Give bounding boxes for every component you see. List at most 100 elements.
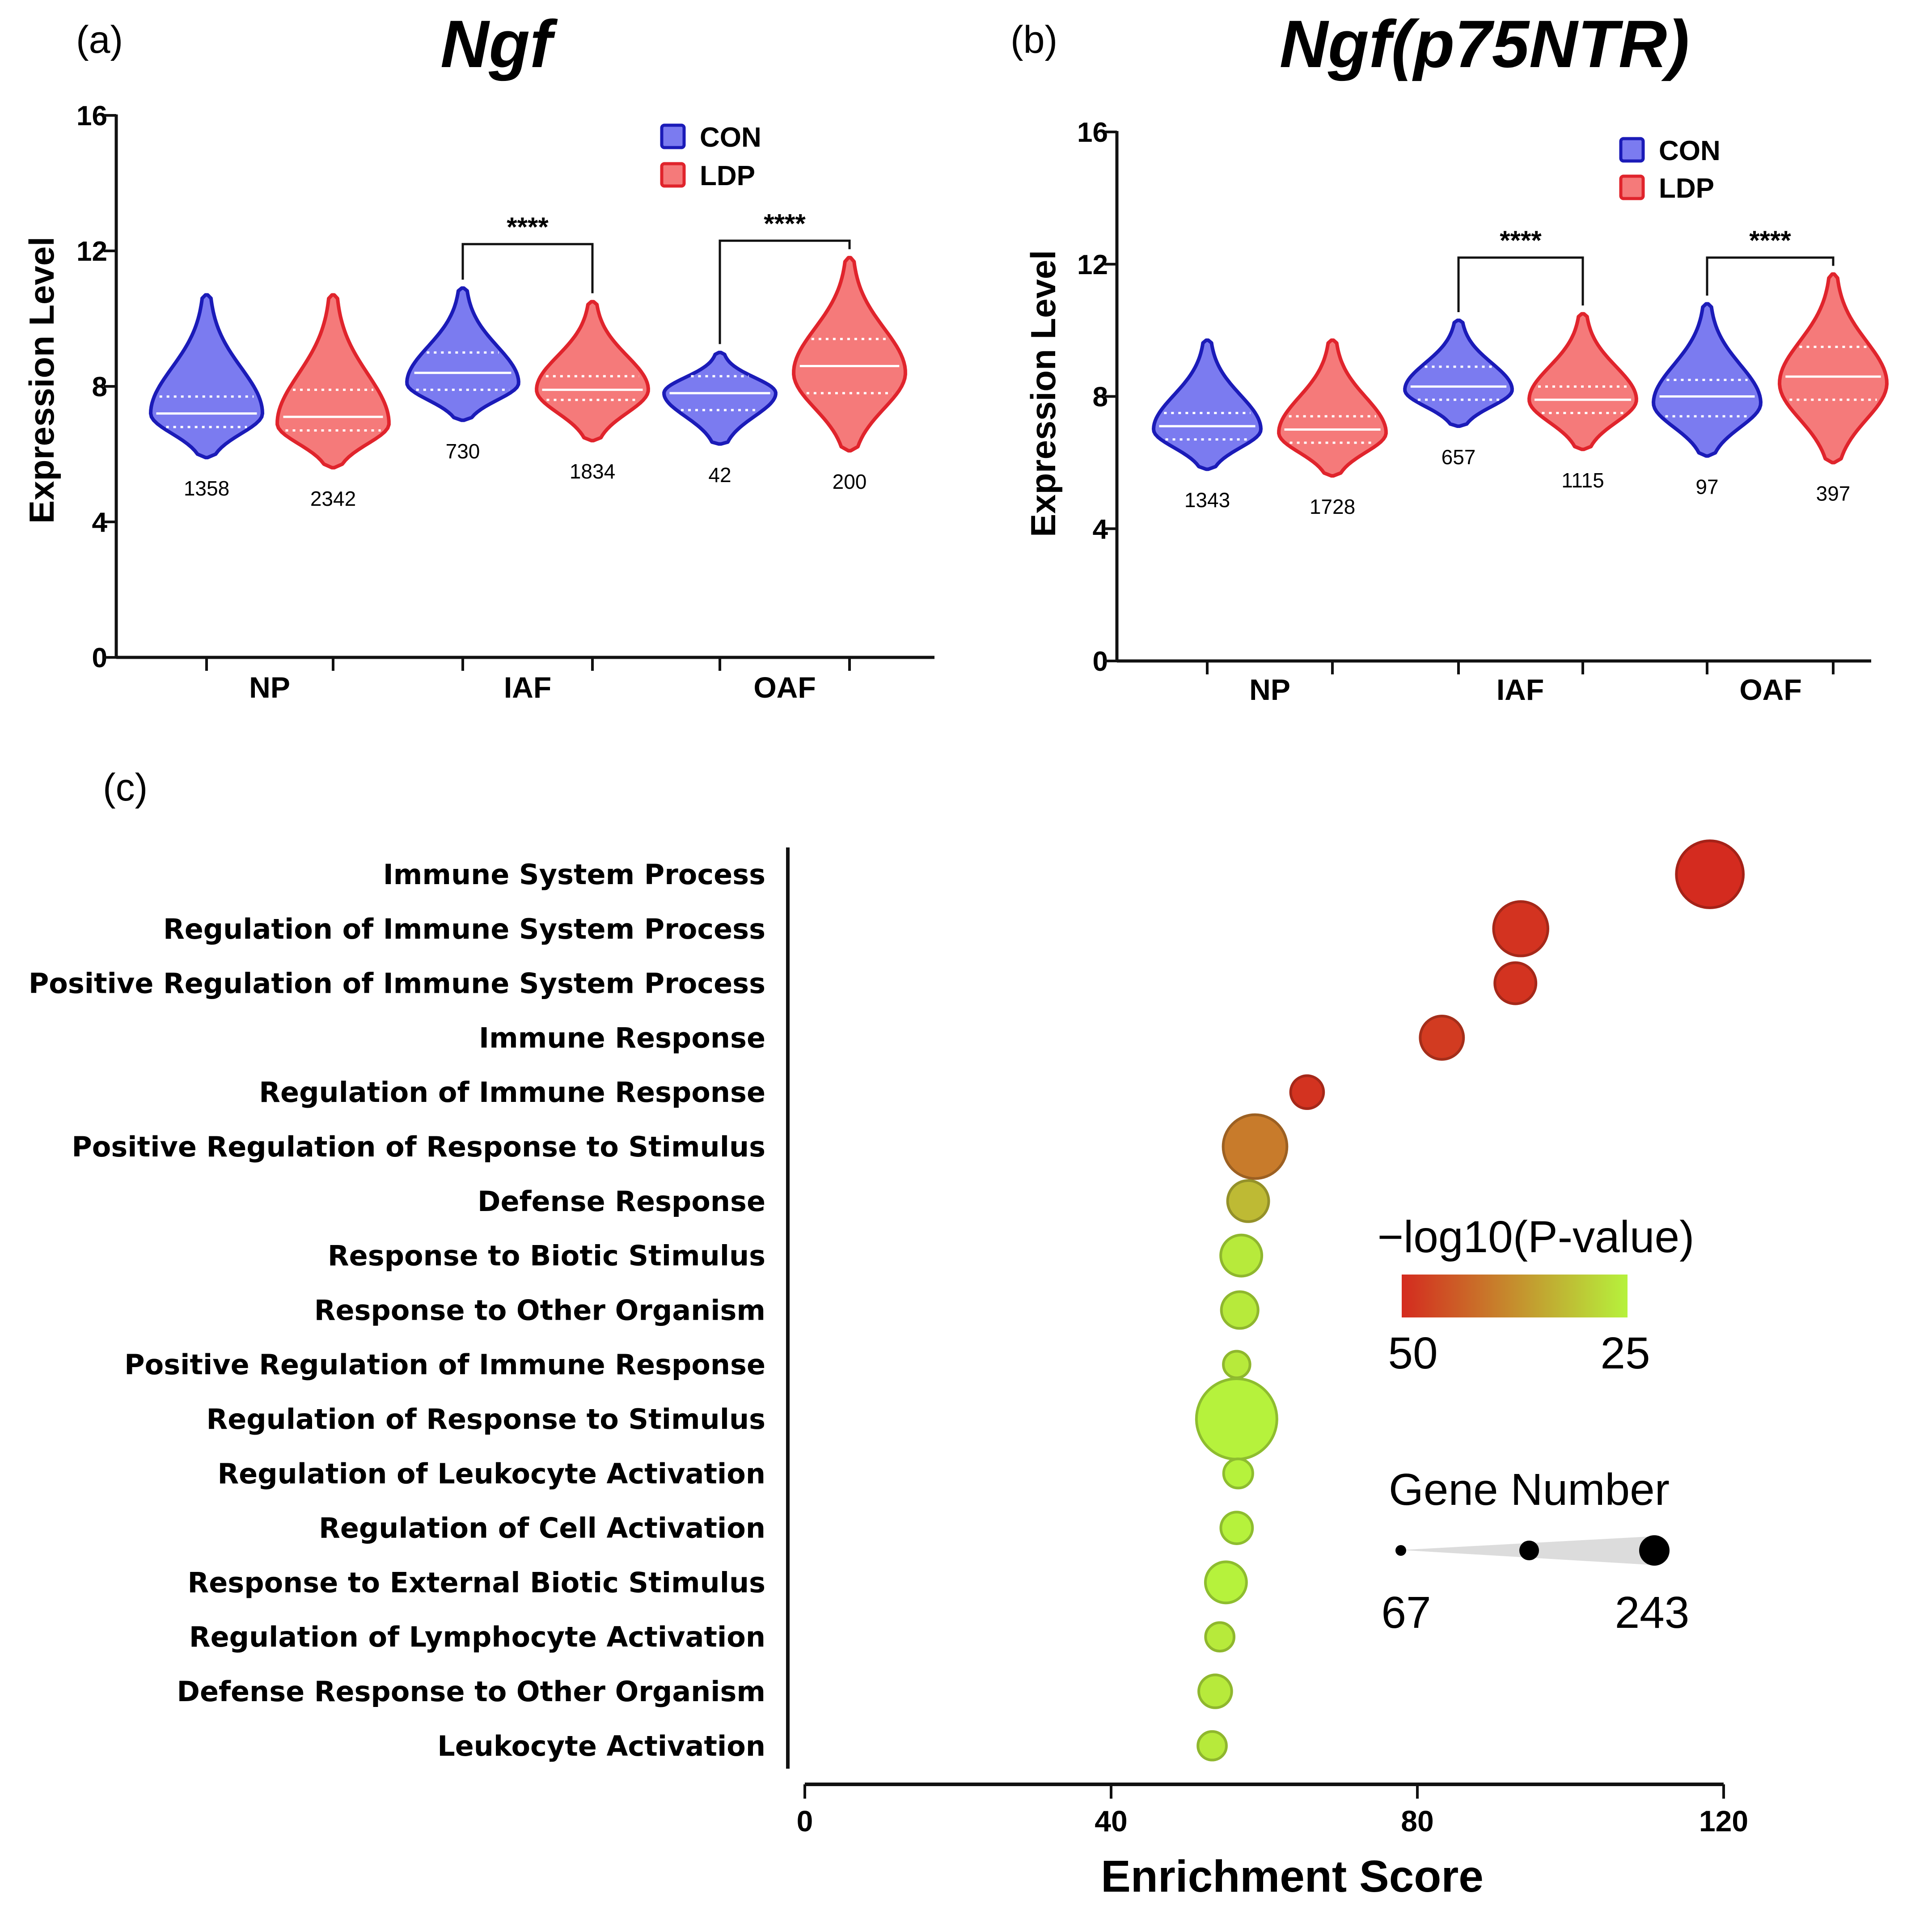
chart-b-group-labels: NP IAF OAF [1249,673,1802,706]
count-label: 42 [708,463,731,487]
term-label: Leukocyte Activation [437,1730,765,1762]
significance-label: **** [1749,225,1791,255]
bubble-point [1492,900,1549,957]
chart-a-significance: **** **** [507,208,806,242]
violin-np-ldp [1277,338,1388,478]
chart-a-group-labels: NP IAF OAF [249,671,816,704]
count-label: 2342 [310,487,356,510]
bubble-point [1204,1621,1236,1653]
x-tick-label: 80 [1401,1804,1433,1838]
term-label: Positive Regulation of Response to Stimu… [72,1131,765,1163]
bubble-point [1222,1113,1289,1180]
gene-number-legend: Gene Number 67 243 [1381,1465,1689,1638]
count-label: 397 [1816,482,1851,505]
bubble-point [1493,961,1538,1005]
term-label: Immune Response [479,1021,765,1054]
y-tick-label: 12 [76,236,107,267]
chart-a-title: Ngf [440,6,558,81]
bubble-point [1219,1511,1254,1545]
group-label: OAF [753,671,816,704]
bubble-point [1195,1377,1278,1461]
count-label: 1343 [1184,488,1230,512]
size-legend-dot-large [1639,1535,1670,1566]
pvalue-legend-low: 25 [1600,1328,1650,1378]
significance-bracket [1457,256,1584,312]
violin-np-con [149,293,264,460]
pvalue-legend-title: −log10(P-value) [1378,1212,1695,1262]
violin-iaf-con [1403,318,1514,428]
significance-bracket [461,243,594,293]
bubble-point [1219,1233,1264,1278]
chart-b-legend: CON LDP [1619,136,1721,204]
term-label: Defense Response to Other Organism [177,1675,765,1708]
legend-label-ldp: LDP [700,161,755,191]
y-tick-label: 16 [76,101,107,131]
term-label: Response to Biotic Stimulus [328,1240,765,1272]
count-label: 730 [446,440,480,463]
bubble-point [1419,1014,1465,1061]
pvalue-gradient-bar [1402,1275,1628,1317]
term-label: Regulation of Response to Stimulus [206,1403,765,1436]
group-label: NP [1249,673,1290,706]
x-tick-label: 0 [797,1804,813,1838]
count-label: 1834 [570,460,615,483]
gene-number-legend-min: 67 [1381,1588,1431,1638]
term-labels: Immune System Process Regulation of Immun… [29,858,765,1762]
violin-oaf-ldp [792,256,907,453]
term-label: Response to Other Organism [314,1294,765,1326]
count-label: 1115 [1561,469,1604,492]
y-tick-label: 16 [1077,117,1108,148]
violin-chart-b: Ngf(p75NTR) Expression Level 0 4 8 12 16… [1023,6,1889,706]
term-label: Regulation of Lymphocyte Activation [189,1621,765,1653]
violin-np-con [1152,338,1263,471]
gene-number-legend-max: 243 [1615,1588,1690,1638]
violin-np-ldp [275,293,391,470]
chart-b-yticks: 0 4 8 12 16 [1077,117,1108,677]
bubble-point [1675,839,1745,909]
x-tick-label: 120 [1699,1804,1748,1838]
legend-swatch-ldp [1619,174,1645,200]
significance-bracket [1706,256,1835,296]
count-label: 657 [1442,445,1476,469]
bubble-point [1220,1290,1260,1330]
y-tick-label: 12 [1077,250,1108,280]
violin-iaf-ldp [535,300,650,443]
bubble-point [1196,1730,1228,1762]
size-legend-dot-small [1395,1545,1406,1556]
enrichment-bubble-chart: Immune System Process Regulation of Immun… [29,839,1748,1902]
bubble-point [1222,1350,1251,1379]
panel-label-c: (c) [103,766,148,809]
chart-a-yticks: 0 4 8 12 16 [76,101,107,673]
chart-a-legend: CON LDP [660,122,761,191]
x-tick-label: 40 [1095,1804,1127,1838]
count-label: 1728 [1310,495,1355,518]
significance-label: **** [764,208,806,238]
bubble-point [1289,1074,1325,1110]
pvalue-legend: −log10(P-value) 50 25 [1378,1212,1695,1378]
term-label: Response to External Biotic Stimulus [188,1566,766,1599]
significance-label: **** [507,212,549,242]
group-label: OAF [1739,673,1801,706]
violin-iaf-con [405,286,520,422]
group-label: NP [249,671,290,704]
group-label: IAF [1497,673,1544,706]
term-label: Regulation of Immune System Process [163,913,765,945]
legend-swatch-con [1619,137,1645,163]
chart-b-ylabel: Expression Level [1023,250,1063,537]
chart-a-ylabel: Expression Level [22,237,61,524]
count-label: 1358 [184,477,229,500]
violin-oaf-ldp [1778,272,1889,465]
term-label: Regulation of Immune Response [259,1076,765,1109]
legend-swatch-con [660,123,686,149]
bubble-point [1204,1560,1248,1605]
pvalue-legend-high: 50 [1388,1328,1437,1378]
violin-chart-a: Ngf Expression Level 0 4 8 12 16 NP IAF … [22,6,934,704]
violin-oaf-con [1652,302,1763,458]
legend-label-ldp: LDP [1659,173,1714,204]
term-label: Positive Regulation of Immune Response [124,1348,765,1381]
bubble-point [1226,1179,1270,1223]
significance-label: **** [1500,225,1542,255]
legend-label-con: CON [1659,136,1721,166]
panel-label-b: (b) [1010,18,1057,61]
term-label: Defense Response [478,1185,765,1218]
